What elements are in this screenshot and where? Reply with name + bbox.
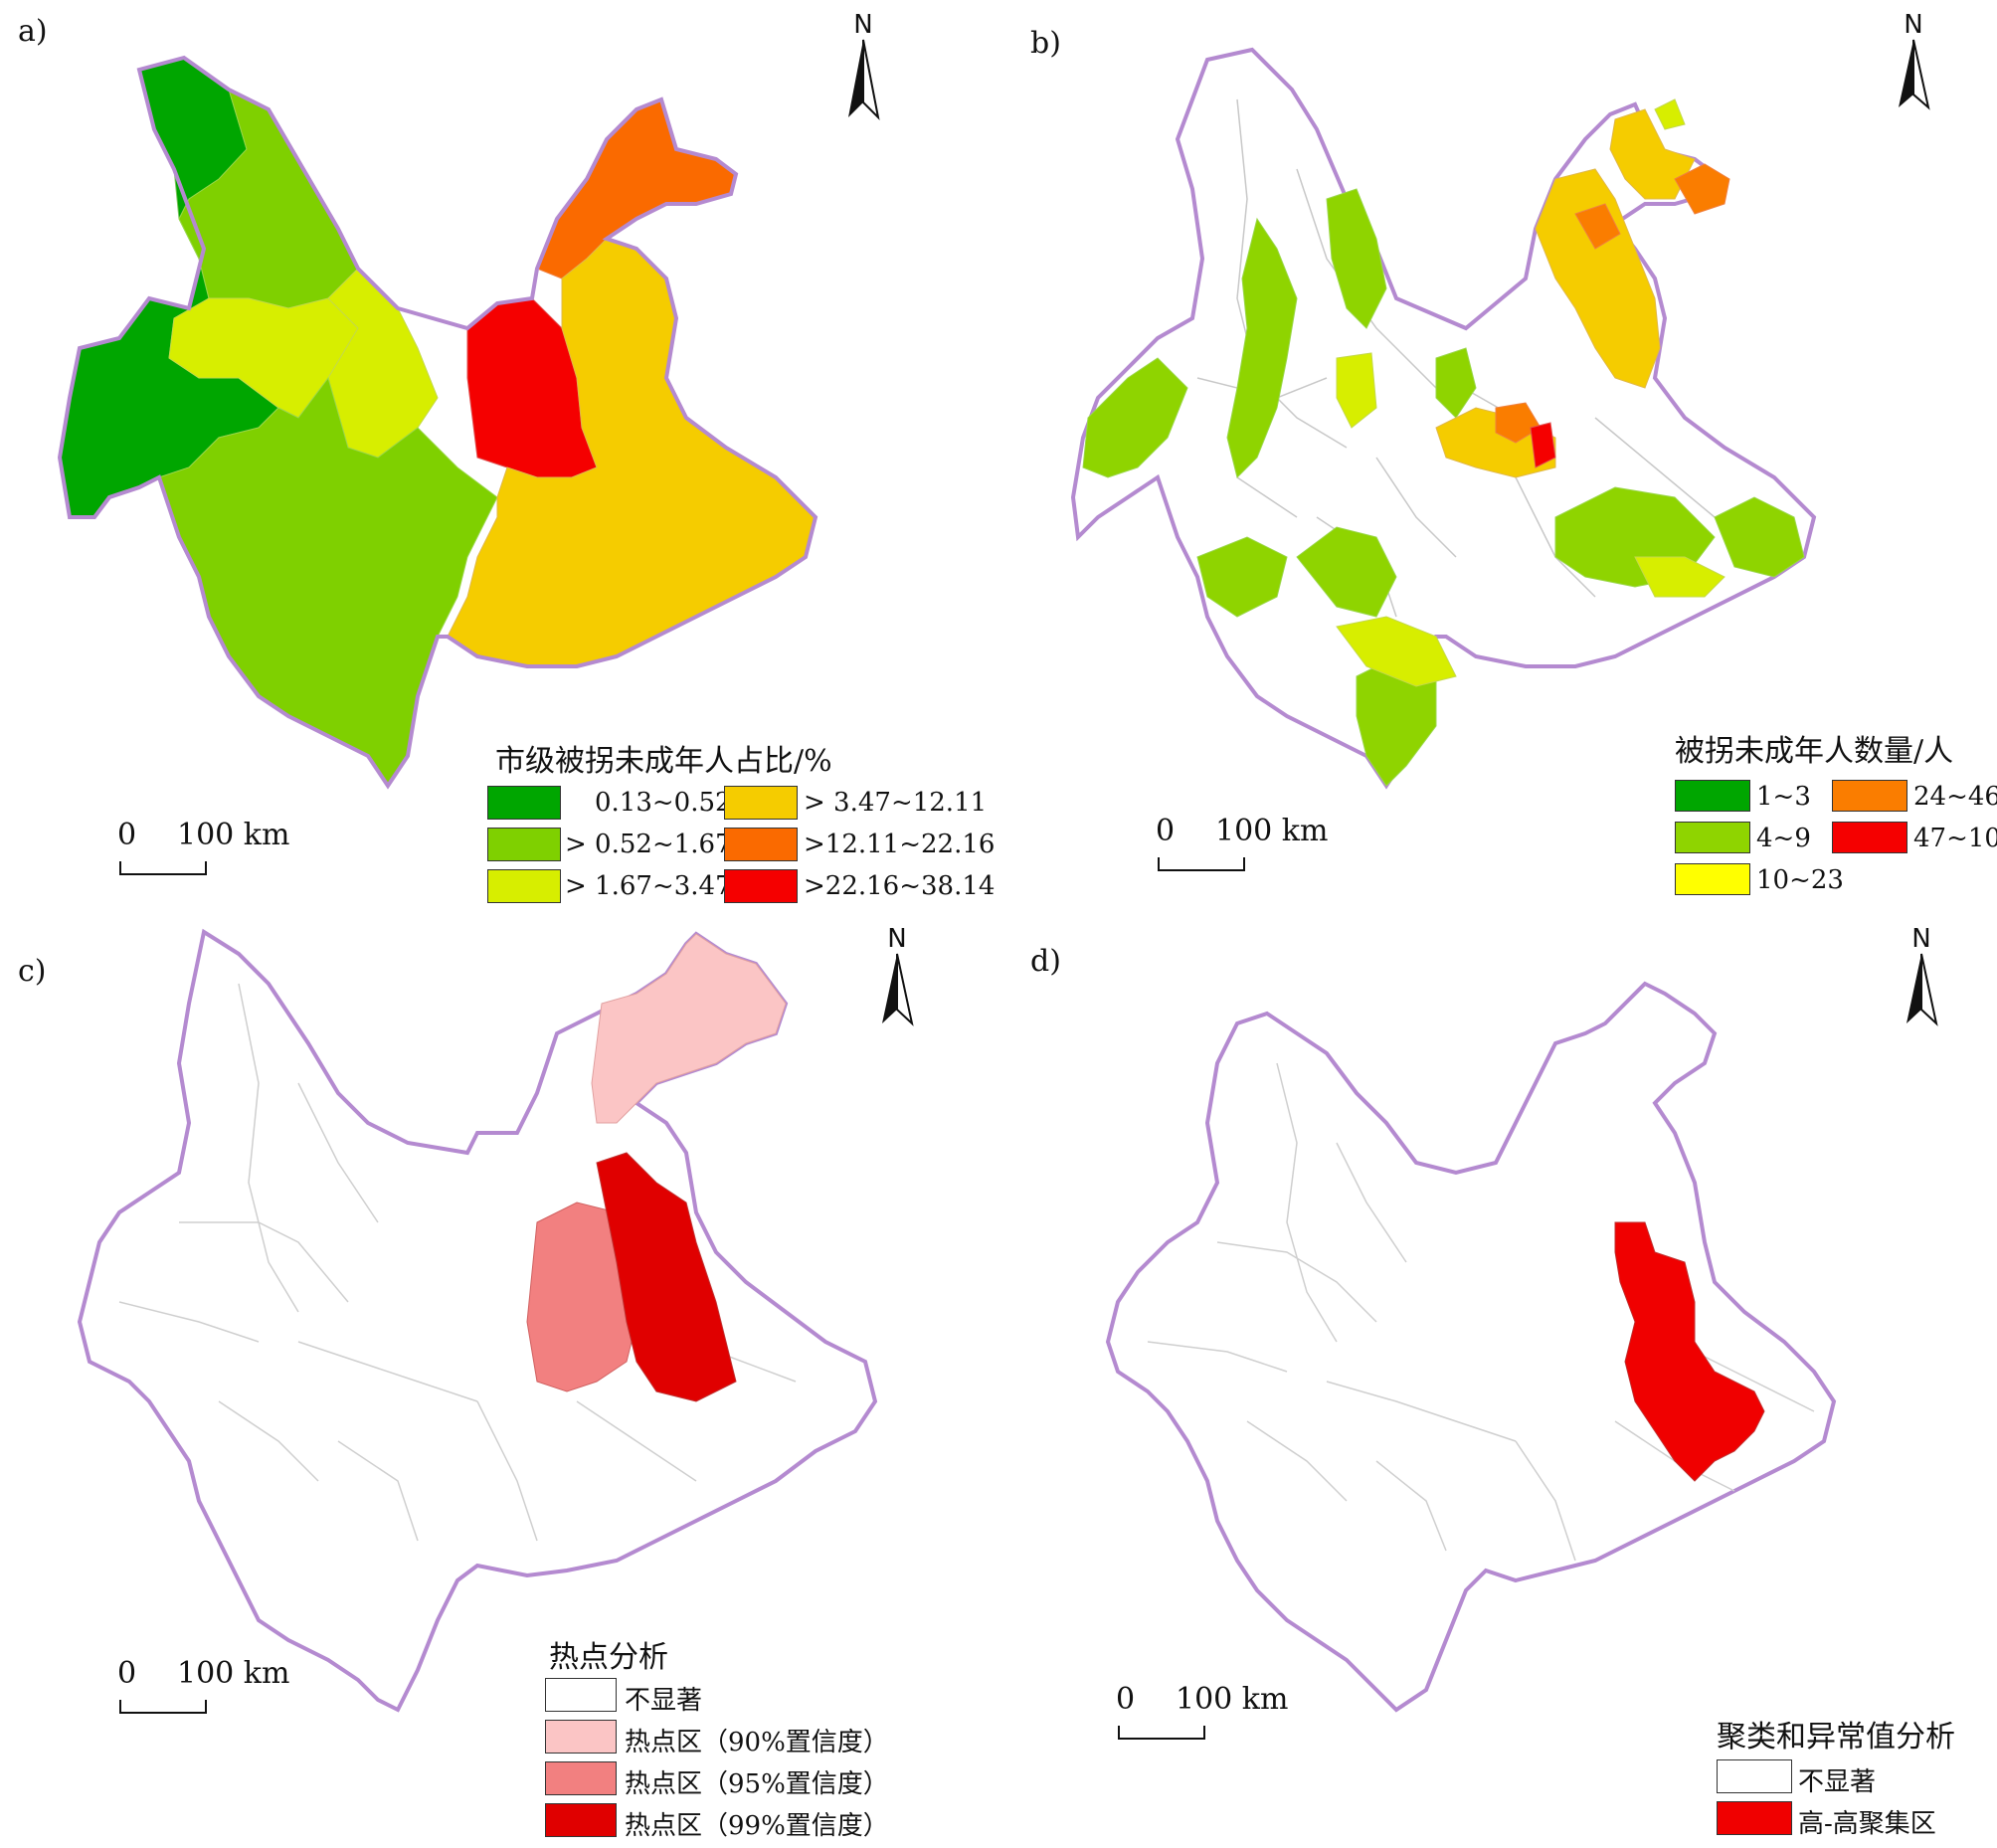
north-letter: N (853, 10, 873, 40)
legend-label: 热点区（95%置信度） (625, 1769, 889, 1799)
legend-label: 不显著 (1798, 1767, 1877, 1797)
legend-label: >22.16~38.14 (804, 871, 996, 901)
legend-swatch (1675, 780, 1750, 812)
north-letter: N (887, 924, 907, 954)
scale-distance: 100 km (1215, 814, 1329, 848)
high-high-cluster (1614, 1221, 1765, 1482)
legend-b: 被拐未成年人数量/人 1~3 4~9 10~23 24~46 47~102 (1675, 726, 1997, 915)
district-lightgreen (1326, 188, 1387, 329)
legend-label: 10~23 (1756, 865, 1844, 895)
legend-c: 热点分析 不显著 热点区（90%置信度） 热点区（95%置信度） 热点区（99%… (545, 1632, 943, 1841)
scale-zero: 0 (1116, 1682, 1136, 1717)
legend-label: 不显著 (625, 1686, 703, 1716)
district-yellow (1336, 352, 1377, 429)
legend-swatch (1832, 780, 1907, 812)
district-yellow (1634, 556, 1725, 598)
scale-line (1158, 857, 1245, 871)
legend-swatch (545, 1761, 617, 1795)
legend-swatch (545, 1720, 617, 1754)
district-red (1530, 422, 1556, 468)
scale-line (119, 861, 207, 875)
legend-label: 24~46 (1913, 782, 1997, 812)
panel-a: a) N 0 100 km 市级被拐未成年人占比/% 0.13~0.52 (0, 0, 998, 924)
legend-swatch (487, 828, 561, 861)
district-lightgreen (1714, 496, 1805, 578)
scale-line (1118, 1726, 1205, 1740)
legend-swatch (724, 828, 798, 861)
panel-label: b) (1030, 26, 1061, 61)
hotspot-map-c (77, 928, 878, 1713)
legend-label: 热点区（99%置信度） (625, 1811, 889, 1841)
province-base (1105, 981, 1837, 1713)
district-gold (1609, 108, 1696, 200)
scale-distance: 100 km (1176, 1682, 1289, 1717)
legend-label: 4~9 (1756, 824, 1811, 853)
panel-label: a) (18, 14, 48, 49)
legend-swatch (1832, 822, 1907, 853)
region-center-yellowgreen-right (327, 268, 439, 459)
legend-swatch (1717, 1801, 1792, 1835)
legend-label: > 1.67~3.47 (565, 871, 732, 901)
legend-label: > 3.47~12.11 (804, 788, 988, 818)
legend-label: 热点区（90%置信度） (625, 1728, 889, 1757)
province-boundary (57, 55, 818, 790)
scale-zero: 0 (1156, 814, 1176, 848)
scale-distance: 100 km (177, 818, 290, 852)
legend-label: 0.13~0.52 (595, 788, 732, 818)
legend-swatch (545, 1803, 617, 1837)
scale-distance: 100 km (177, 1656, 290, 1691)
choropleth-map-a (57, 55, 818, 790)
legend-swatch (487, 869, 561, 903)
panel-b: b) (998, 0, 1997, 924)
legend-title: 市级被拐未成年人占比/% (495, 744, 832, 779)
cluster-map-d (1105, 981, 1837, 1713)
scale-zero: 0 (117, 1656, 137, 1691)
north-arrow-icon (1906, 953, 1938, 1026)
district-lightgreen (1196, 536, 1288, 618)
panel-d: d) N 0 100 km 聚类和异常值分析 不显著 高-高聚集区 (998, 924, 1997, 1848)
legend-swatch (1675, 863, 1750, 895)
legend-swatch (1717, 1759, 1792, 1793)
district-yellow (1654, 98, 1686, 130)
north-arrow-icon (1899, 39, 1930, 110)
province-base (77, 928, 878, 1713)
north-letter: N (1911, 924, 1931, 954)
panel-label: d) (1030, 944, 1061, 979)
district-lightgreen (1226, 217, 1298, 478)
district-yellow (1336, 616, 1457, 687)
legend-label: >12.11~22.16 (804, 830, 996, 859)
legend-swatch (487, 786, 561, 820)
north-arrow-icon (882, 953, 914, 1026)
hotspot-99 (596, 1152, 737, 1402)
legend-swatch (724, 869, 798, 903)
legend-title: 热点分析 (549, 1640, 668, 1675)
legend-label: > 0.52~1.67 (565, 830, 732, 859)
panel-label: c) (18, 954, 47, 989)
legend-title: 被拐未成年人数量/人 (1675, 734, 1954, 769)
scale-line (119, 1700, 207, 1714)
district-lightgreen (1435, 347, 1477, 419)
district-gold (1535, 168, 1661, 389)
district-orange (1574, 203, 1621, 250)
choropleth-map-b (1070, 47, 1817, 790)
legend-swatch (545, 1678, 617, 1712)
north-arrow-icon (848, 39, 880, 121)
district-lightgreen (1296, 526, 1397, 618)
hotspot-90 (591, 933, 787, 1124)
legend-title: 聚类和异常值分析 (1717, 1720, 1955, 1755)
legend-a: 市级被拐未成年人占比/% 0.13~0.52 > 0.52~1.67 > 1.6… (487, 736, 995, 915)
legend-label: 高-高聚集区 (1798, 1809, 1936, 1839)
district-orange (1674, 163, 1730, 215)
scale-zero: 0 (117, 818, 137, 852)
legend-d: 聚类和异常值分析 不显著 高-高聚集区 (1717, 1712, 1995, 1841)
district-orange (1495, 402, 1542, 444)
legend-swatch (1675, 822, 1750, 853)
legend-swatch (724, 786, 798, 820)
panel-c: c) N 0 100 km 热点分析 不显著 热点区（90%置信度） 热点区（9… (0, 924, 998, 1848)
legend-label: 47~102 (1913, 824, 1997, 853)
legend-label: 1~3 (1756, 782, 1811, 812)
district-lightgreen (1082, 357, 1188, 478)
north-letter: N (1904, 10, 1923, 40)
